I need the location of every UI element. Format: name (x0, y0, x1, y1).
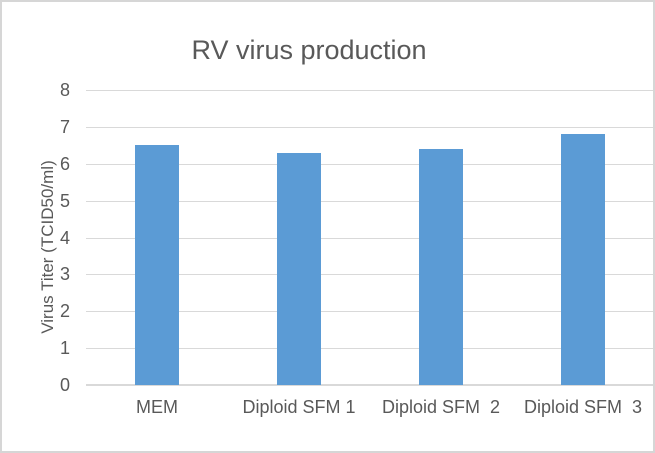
gridline (86, 201, 653, 202)
y-tick-label-2: 2 (59, 301, 70, 321)
y-tick-label-8: 8 (59, 80, 70, 100)
y-tick-label-5: 5 (59, 191, 70, 211)
x-category-label-diploid-sfm-1: Diploid SFM 1 (242, 397, 356, 417)
y-tick-label-6: 6 (59, 154, 70, 174)
gridline (86, 164, 653, 165)
x-category-label-mem: MEM (136, 397, 178, 417)
plot-area (86, 90, 653, 385)
y-tick-label-0: 0 (59, 375, 70, 395)
gridline (86, 348, 653, 349)
x-category-label-diploid-sfm-3: Diploid SFM 3 (523, 397, 643, 417)
bar-diploid-sfm-2 (419, 149, 463, 385)
bar-mem (135, 145, 179, 385)
gridline (86, 311, 653, 312)
x-category-label-diploid-sfm-2: Diploid SFM 2 (381, 397, 501, 417)
bar-diploid-sfm-3 (561, 134, 605, 385)
x-axis-line (86, 384, 653, 386)
y-tick-label-7: 7 (59, 117, 70, 137)
gridline (86, 274, 653, 275)
y-tick-label-4: 4 (59, 228, 70, 248)
y-tick-label-1: 1 (59, 338, 70, 358)
bar-diploid-sfm-1 (277, 153, 321, 385)
gridline (86, 90, 653, 91)
gridline (86, 127, 653, 128)
chart-title: RV virus production (191, 35, 427, 65)
gridline (86, 238, 653, 239)
y-tick-label-3: 3 (59, 264, 70, 284)
